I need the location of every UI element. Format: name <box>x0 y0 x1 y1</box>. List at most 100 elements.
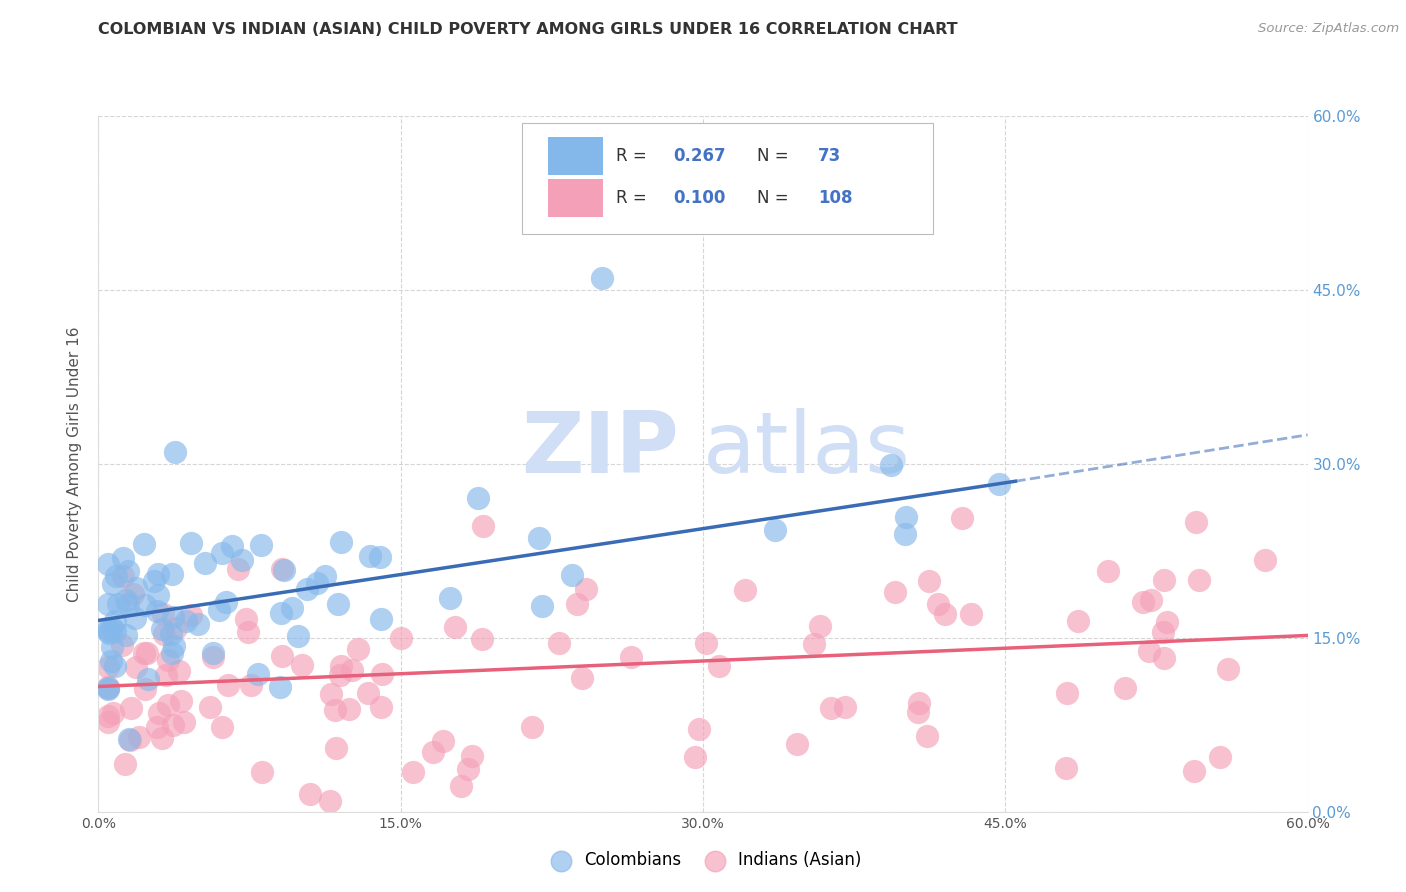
Point <box>808 618 831 632</box>
Point <box>236 624 259 639</box>
Point <box>146 588 169 602</box>
Point <box>1140 592 1163 607</box>
Point <box>170 694 193 708</box>
Legend: Colombians, Indians (Asian): Colombians, Indians (Asian) <box>544 852 862 870</box>
Point <box>439 591 461 605</box>
Point <box>132 537 155 551</box>
Point <box>591 271 613 285</box>
Point <box>111 550 134 565</box>
Point <box>915 729 938 743</box>
Point <box>1156 615 1178 630</box>
Point <box>1184 764 1206 779</box>
Point <box>323 703 346 717</box>
Point <box>269 680 291 694</box>
Point <box>1153 651 1175 665</box>
Point <box>934 607 956 621</box>
Text: ZIP: ZIP <box>522 409 679 491</box>
Point <box>444 620 467 634</box>
Point <box>97 597 120 611</box>
Point <box>134 598 156 612</box>
Point <box>357 686 380 700</box>
Point <box>547 636 569 650</box>
Point <box>389 631 412 645</box>
Point <box>145 720 167 734</box>
Point <box>148 567 170 582</box>
Point <box>105 568 128 582</box>
Point <box>97 660 120 674</box>
Point <box>734 583 756 598</box>
Point <box>163 639 186 653</box>
Point <box>211 546 233 560</box>
FancyBboxPatch shape <box>548 179 603 217</box>
Point <box>329 668 352 682</box>
Point <box>124 610 146 624</box>
Point <box>152 607 174 621</box>
Point <box>1137 643 1160 657</box>
Point <box>97 681 120 696</box>
Point <box>346 642 368 657</box>
Point <box>520 721 543 735</box>
Point <box>575 582 598 596</box>
Point <box>270 606 292 620</box>
Point <box>329 659 352 673</box>
Point <box>688 723 710 737</box>
Point <box>270 562 292 576</box>
Point <box>326 597 349 611</box>
Point <box>959 607 981 621</box>
Point <box>208 603 231 617</box>
Point <box>125 581 148 595</box>
Point <box>163 445 186 459</box>
Text: R =: R = <box>616 147 652 165</box>
Point <box>165 621 187 635</box>
Point <box>987 477 1010 491</box>
Point <box>180 608 202 623</box>
Point <box>330 535 353 549</box>
Point <box>115 593 138 607</box>
Point <box>786 737 808 751</box>
Point <box>402 765 425 780</box>
Point <box>1209 750 1232 764</box>
Point <box>160 567 183 582</box>
Point <box>1056 686 1078 700</box>
Point <box>162 610 184 624</box>
Point <box>150 622 173 636</box>
Point <box>422 745 444 759</box>
Point <box>117 564 139 578</box>
Point <box>100 654 122 668</box>
Point <box>561 568 583 582</box>
Text: atlas: atlas <box>703 409 911 491</box>
Point <box>235 612 257 626</box>
Point <box>319 794 342 808</box>
Point <box>97 681 120 696</box>
Point <box>287 629 309 643</box>
Point <box>198 699 221 714</box>
Point <box>101 640 124 655</box>
Point <box>239 678 262 692</box>
Point <box>187 617 209 632</box>
Point <box>295 582 318 596</box>
Point <box>150 731 173 745</box>
Point <box>252 764 274 779</box>
Point <box>114 757 136 772</box>
Point <box>97 622 120 636</box>
Point <box>337 702 360 716</box>
Point <box>620 649 643 664</box>
Point <box>450 779 472 793</box>
Point <box>159 627 181 641</box>
Point <box>157 698 180 713</box>
Point <box>927 598 949 612</box>
Point <box>683 749 706 764</box>
Point <box>247 666 270 681</box>
Point <box>121 587 143 601</box>
Point <box>879 458 901 472</box>
Point <box>1184 515 1206 529</box>
Point <box>103 576 125 591</box>
Point <box>160 646 183 660</box>
Point <box>107 597 129 611</box>
Point <box>157 653 180 667</box>
Text: 0.267: 0.267 <box>673 147 725 165</box>
Point <box>97 709 120 723</box>
Point <box>319 687 342 701</box>
Point <box>120 701 142 715</box>
Text: N =: N = <box>758 147 794 165</box>
